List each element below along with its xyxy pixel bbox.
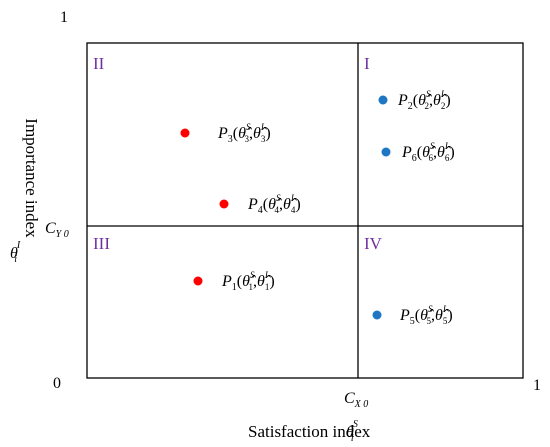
x-axis-title: Satisfaction index	[248, 422, 371, 441]
x-max-label: 1	[533, 377, 541, 394]
x-axis-symbol: θS i	[346, 419, 358, 444]
point-label-p2: P2(θ̂S 2,θ̂I 2)	[397, 89, 451, 112]
y-axis-title: Importance index	[22, 118, 41, 238]
point-marker-p6	[381, 147, 391, 157]
point-marker-p2	[378, 95, 388, 105]
point-label-p6: P6(θ̂S 6,θ̂I 6)	[401, 141, 455, 164]
quadrant-label-ii: II	[93, 54, 105, 73]
point-label-p1: P1(θ̂S 1,θ̂I 1)	[221, 270, 275, 293]
point-label-p4: P4(θ̂S 4,θ̂I 4)	[247, 193, 301, 216]
points-group: P1(θ̂S 1,θ̂I 1) P2(θ̂S 2,θ̂I 2) P3(θ̂S 3,θ̂I 3) P…	[180, 89, 455, 327]
x-threshold-label: CX 0	[344, 390, 368, 410]
y-max-label: 1	[60, 9, 68, 26]
origin-label: 0	[53, 375, 61, 392]
quadrant-label-iv: IV	[364, 234, 383, 253]
plot-frame	[86, 42, 524, 379]
y-threshold-label: CY 0	[45, 220, 69, 240]
y-axis-symbol: θI i	[10, 240, 21, 265]
point-label-p5: P5(θ̂S 5,θ̂I 5)	[399, 304, 453, 327]
quadrant-label-iii: III	[93, 234, 110, 253]
point-label-p3: P3(θ̂S 3,θ̂I 3)	[217, 122, 271, 145]
point-marker-p5	[372, 310, 382, 320]
quadrant-label-i: I	[364, 54, 370, 73]
point-marker-p1	[193, 276, 203, 286]
point-marker-p3	[180, 128, 190, 138]
point-marker-p4	[219, 199, 229, 209]
